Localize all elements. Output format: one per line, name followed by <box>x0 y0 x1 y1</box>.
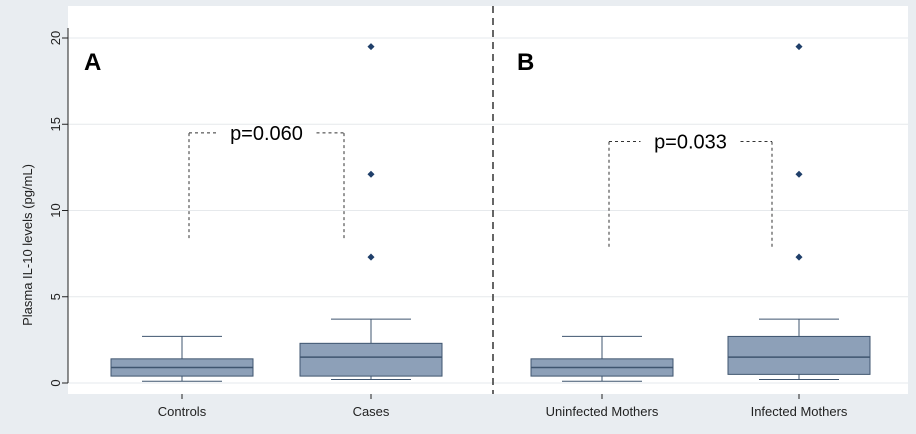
y-tick-label: 0 <box>48 379 63 386</box>
p-value-label: p=0.033 <box>654 132 727 154</box>
box-iqr <box>299 342 443 377</box>
y-tick-label: 5 <box>48 293 63 300</box>
bracket-a: p=0.060 <box>188 123 345 239</box>
gridlines <box>68 37 908 384</box>
box-iqr <box>727 335 871 375</box>
outlier-point <box>795 43 803 51</box>
bracket-b: p=0.033 <box>608 132 773 247</box>
panel-letter-b: B <box>517 49 534 76</box>
box-uninfected-mothers <box>530 335 674 382</box>
box-cases <box>299 43 443 381</box>
plot-area <box>68 6 908 394</box>
category-label-cases: Cases <box>353 404 390 419</box>
outlier-point <box>795 253 803 261</box>
category-label-infected-mothers: Infected Mothers <box>751 404 848 419</box>
y-tick-label: 20 <box>48 31 63 45</box>
category-label-controls: Controls <box>158 404 207 419</box>
significance-brackets: p=0.060 p=0.033 <box>188 123 773 247</box>
panel-letter-a: A <box>84 49 101 76</box>
outlier-point <box>367 170 375 178</box>
category-labels: Controls Cases Uninfected Mothers Infected … <box>158 394 848 419</box>
category-label-uninfected-mothers: Uninfected Mothers <box>546 404 659 419</box>
box-controls <box>110 335 254 382</box>
boxes <box>110 43 871 382</box>
y-axis-label: Plasma IL-10 levels (pg/mL) <box>20 164 35 326</box>
y-axis: 0 5 10 15 20 <box>48 28 69 387</box>
outlier-point <box>367 43 375 51</box>
y-tick-label: 15 <box>48 117 63 131</box>
outlier-point <box>795 170 803 178</box>
y-tick-label: 10 <box>48 203 63 217</box>
box-infected-mothers <box>727 43 871 381</box>
p-value-label: p=0.060 <box>230 123 303 145</box>
